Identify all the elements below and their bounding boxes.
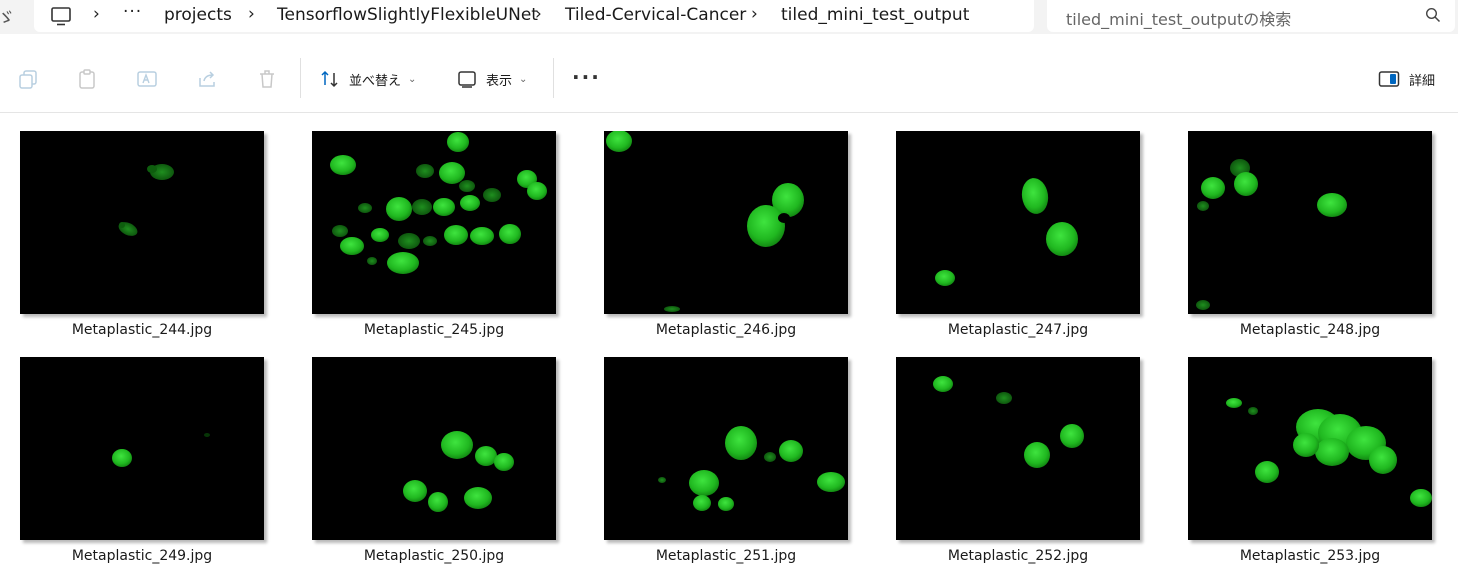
chevron-right-icon[interactable]: ›: [248, 4, 255, 24]
search-input[interactable]: tiled_mini_test_outputの検索: [1066, 10, 1292, 29]
sort-icon: [321, 70, 338, 88]
copy-icon[interactable]: [17, 68, 39, 90]
file-name[interactable]: Metaplastic_247.jpg: [947, 322, 1089, 338]
command-bar: 並べ替え ⌄ 表示 ⌄ ··· 詳細: [0, 46, 1458, 112]
image-thumbnail[interactable]: [312, 357, 556, 540]
search-icon[interactable]: [1425, 7, 1441, 23]
file-name[interactable]: Metaplastic_251.jpg: [655, 548, 797, 564]
view-icon: [458, 71, 476, 88]
image-thumbnail[interactable]: [896, 131, 1140, 314]
image-thumbnail[interactable]: [20, 131, 264, 314]
details-label: 詳細: [1409, 73, 1436, 89]
share-icon[interactable]: [196, 68, 218, 90]
chevron-right-icon[interactable]: ›: [93, 4, 100, 24]
image-thumbnail[interactable]: [312, 131, 556, 314]
file-name[interactable]: Metaplastic_253.jpg: [1239, 548, 1381, 564]
file-name[interactable]: Metaplastic_245.jpg: [363, 322, 505, 338]
file-name[interactable]: Metaplastic_252.jpg: [947, 548, 1089, 564]
rename-icon[interactable]: [136, 68, 158, 90]
command-bar-border: [0, 112, 1458, 113]
image-thumbnail[interactable]: [604, 131, 848, 314]
image-thumbnail[interactable]: [1188, 357, 1432, 540]
details-pane-icon: [1378, 71, 1400, 87]
details-button[interactable]: 詳細: [1378, 66, 1435, 92]
toolbar-divider: [300, 58, 301, 98]
file-name[interactable]: Metaplastic_249.jpg: [71, 548, 213, 564]
search-box[interactable]: tiled_mini_test_outputの検索: [1047, 0, 1455, 32]
image-thumbnail[interactable]: [1188, 131, 1432, 314]
breadcrumb-item-projects[interactable]: projects: [164, 5, 232, 25]
file-name[interactable]: Metaplastic_248.jpg: [1239, 322, 1381, 338]
file-name[interactable]: Metaplastic_246.jpg: [655, 322, 797, 338]
breadcrumb-item-cervical[interactable]: Tiled-Cervical-Cancer: [565, 5, 747, 25]
paste-icon[interactable]: [76, 68, 98, 90]
chevron-down-icon: ⌄: [408, 73, 417, 85]
more-options-button[interactable]: ···: [572, 65, 601, 89]
chevron-down-icon: ⌄: [519, 73, 528, 85]
breadcrumb-item-output[interactable]: tiled_mini_test_output: [781, 5, 970, 25]
sort-button[interactable]: 並べ替え ⌄: [320, 66, 416, 92]
breadcrumb-more[interactable]: ···: [123, 2, 143, 22]
this-pc-icon[interactable]: [50, 5, 72, 27]
sort-label: 並べ替え: [349, 73, 402, 89]
file-name[interactable]: Metaplastic_250.jpg: [363, 548, 505, 564]
view-button[interactable]: 表示 ⌄: [457, 66, 527, 92]
breadcrumb-item-unet[interactable]: TensorflowSlightlyFlexibleUNet: [277, 5, 538, 25]
file-name[interactable]: Metaplastic_244.jpg: [71, 322, 213, 338]
chevron-right-icon[interactable]: ›: [535, 4, 542, 24]
chevron-right-icon[interactable]: ›: [751, 4, 758, 24]
view-label: 表示: [486, 73, 513, 89]
refresh-icon[interactable]: ゞ: [0, 8, 15, 29]
toolbar-divider: [553, 58, 554, 98]
address-row: ゞ › ··· projects › TensorflowSlightlyFle…: [0, 0, 1458, 34]
image-thumbnail[interactable]: [20, 357, 264, 540]
breadcrumb[interactable]: › ··· projects › TensorflowSlightlyFlexi…: [34, 0, 1034, 32]
image-thumbnail[interactable]: [604, 357, 848, 540]
image-thumbnail[interactable]: [896, 357, 1140, 540]
delete-icon[interactable]: [256, 68, 278, 90]
